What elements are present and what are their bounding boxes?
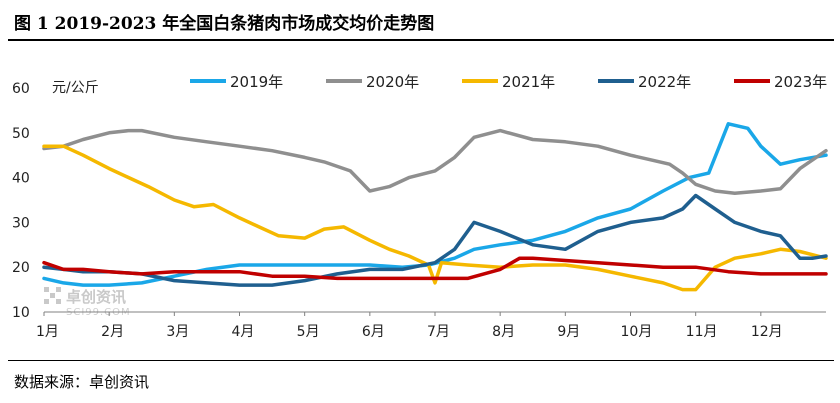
series-line-2019年 (42, 122, 828, 287)
x-tick-label: 3月 (166, 324, 189, 340)
legend-label: 2020年 (366, 73, 419, 91)
legend-label: 2022年 (638, 73, 691, 91)
x-tick-label: 8月 (492, 324, 515, 340)
legend-label: 2023年 (774, 73, 827, 91)
series-line-2022年 (42, 193, 828, 287)
x-tick-label: 4月 (232, 324, 255, 340)
y-tick-label: 50 (12, 126, 30, 142)
series-line-2023年 (42, 256, 828, 281)
series-line-2021年 (42, 144, 828, 292)
watermark-square (56, 299, 61, 304)
series-line-2020年 (42, 128, 828, 196)
x-tick-label: 7月 (427, 324, 450, 340)
x-tick-label: 10月 (621, 324, 653, 340)
watermark-square (50, 293, 55, 298)
x-tick-label: 11月 (686, 324, 718, 340)
series-layer (42, 122, 828, 292)
header-rule (8, 39, 834, 41)
x-tick-label: 12月 (751, 324, 783, 340)
y-tick-label: 10 (12, 305, 30, 321)
y-tick-label: 40 (12, 171, 30, 187)
x-tick-label: 2月 (101, 324, 124, 340)
figure-title: 图 1 2019-2023 年全国白条猪肉市场成交均价走势图 (14, 14, 435, 34)
x-tick-label: 9月 (557, 324, 580, 340)
watermark-square (44, 299, 49, 304)
x-tick-label: 6月 (362, 324, 385, 340)
x-tick-label: 1月 (36, 324, 59, 340)
watermark-name: 卓创资讯 (66, 288, 126, 306)
footer-rule (8, 360, 834, 361)
watermark-square (56, 287, 61, 292)
y-tick-label: 20 (12, 260, 30, 276)
legend: 2019年 2020年 2021年 2022年 2023年 (190, 73, 827, 91)
watermark-square (44, 287, 49, 292)
y-axis-label: 元/公斤 (52, 80, 99, 96)
y-tick-label: 30 (12, 215, 30, 231)
legend-label: 2019年 (230, 73, 283, 91)
y-tick-label: 60 (12, 81, 30, 97)
axes: 10 20 30 40 50 60 元/公斤 1月 2月 3月 4月 5月 6月 7月 8月 9月 10月 11月… (12, 80, 826, 340)
figure-header: 图 1 2019-2023 年全国白条猪肉市场成交均价走势图 (0, 0, 840, 40)
legend-label: 2021年 (502, 73, 555, 91)
data-source: 数据来源：卓创资讯 (14, 373, 150, 391)
x-tick-label: 5月 (297, 324, 320, 340)
